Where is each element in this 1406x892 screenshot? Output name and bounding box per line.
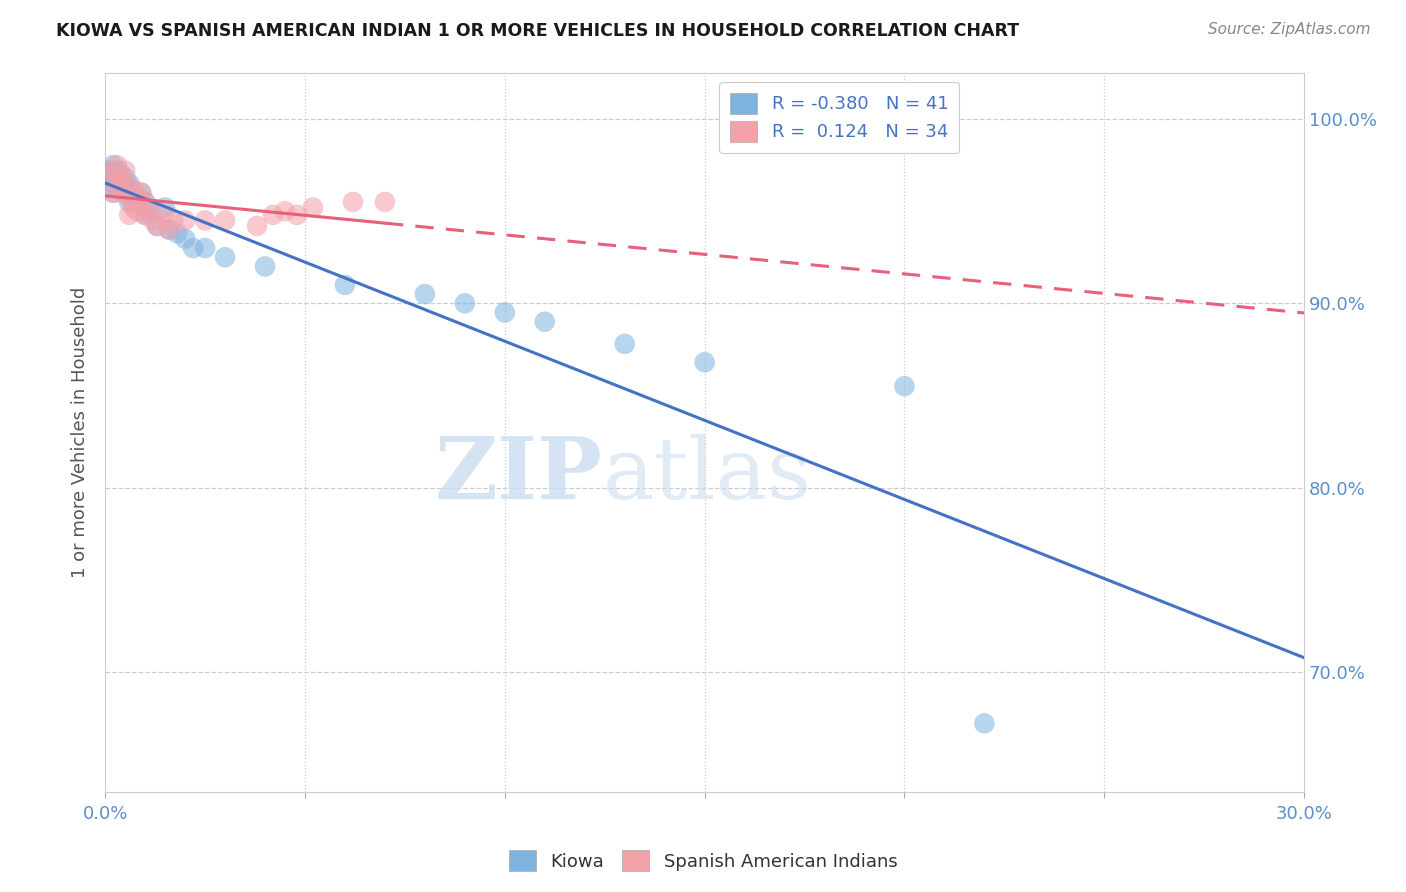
Point (129, 186, 152, 200)
Point (105, 158, 128, 172)
Point (285, 208, 308, 222)
Point (693, 355, 716, 369)
Point (194, 213, 217, 227)
Point (413, 287, 436, 301)
Point (262, 208, 284, 222)
Point (134, 208, 156, 222)
Point (342, 194, 364, 209)
Point (274, 204, 297, 219)
Point (166, 227, 188, 241)
Point (127, 189, 149, 203)
Point (174, 232, 197, 246)
Point (118, 177, 141, 191)
Point (454, 296, 477, 310)
Text: atlas: atlas (603, 434, 811, 517)
Point (110, 167, 132, 181)
Point (134, 208, 156, 222)
Point (302, 201, 325, 215)
Point (138, 204, 160, 219)
Point (105, 163, 128, 178)
Point (246, 219, 269, 233)
Point (103, 186, 125, 200)
Point (118, 208, 141, 222)
Point (105, 177, 128, 191)
Point (127, 189, 149, 203)
Point (494, 305, 516, 319)
Point (103, 158, 125, 172)
Point (153, 208, 176, 222)
Point (214, 213, 236, 227)
Point (613, 336, 636, 351)
Point (138, 201, 160, 215)
Legend: Kiowa, Spanish American Indians: Kiowa, Spanish American Indians (502, 843, 904, 879)
Point (157, 222, 180, 236)
Point (157, 222, 180, 236)
Point (893, 379, 915, 393)
Y-axis label: 1 or more Vehicles in Household: 1 or more Vehicles in Household (72, 286, 89, 578)
Point (333, 277, 356, 292)
Point (122, 186, 145, 200)
Point (103, 177, 125, 191)
Point (118, 182, 141, 196)
Point (98, 171, 121, 186)
Point (127, 204, 149, 219)
Text: ZIP: ZIP (434, 434, 603, 517)
Point (122, 194, 145, 209)
Point (98, 171, 121, 186)
Point (129, 186, 152, 200)
Point (118, 194, 141, 209)
Point (153, 201, 176, 215)
Point (103, 186, 125, 200)
Point (973, 716, 995, 731)
Point (122, 182, 145, 196)
Point (374, 194, 396, 209)
Point (214, 250, 236, 264)
Legend: R = -0.380   N = 41, R =  0.124   N = 34: R = -0.380 N = 41, R = 0.124 N = 34 (720, 82, 959, 153)
Text: Source: ZipAtlas.com: Source: ZipAtlas.com (1208, 22, 1371, 37)
Point (94, 167, 117, 181)
Point (105, 182, 128, 196)
Text: KIOWA VS SPANISH AMERICAN INDIAN 1 OR MORE VEHICLES IN HOUSEHOLD CORRELATION CHA: KIOWA VS SPANISH AMERICAN INDIAN 1 OR MO… (56, 22, 1019, 40)
Point (142, 213, 165, 227)
Point (134, 194, 156, 209)
Point (103, 163, 125, 178)
Point (105, 171, 128, 186)
Point (194, 241, 217, 255)
Point (114, 163, 136, 178)
Point (146, 219, 169, 233)
Point (114, 177, 136, 191)
Point (146, 219, 169, 233)
Point (533, 315, 555, 329)
Point (98, 163, 121, 178)
Point (118, 189, 141, 203)
Point (122, 201, 145, 215)
Point (110, 186, 132, 200)
Point (110, 177, 132, 191)
Point (181, 241, 204, 255)
Point (114, 186, 136, 200)
Point (110, 171, 132, 186)
Point (114, 171, 136, 186)
Point (254, 260, 277, 274)
Point (174, 213, 197, 227)
Point (162, 213, 184, 227)
Point (134, 194, 156, 209)
